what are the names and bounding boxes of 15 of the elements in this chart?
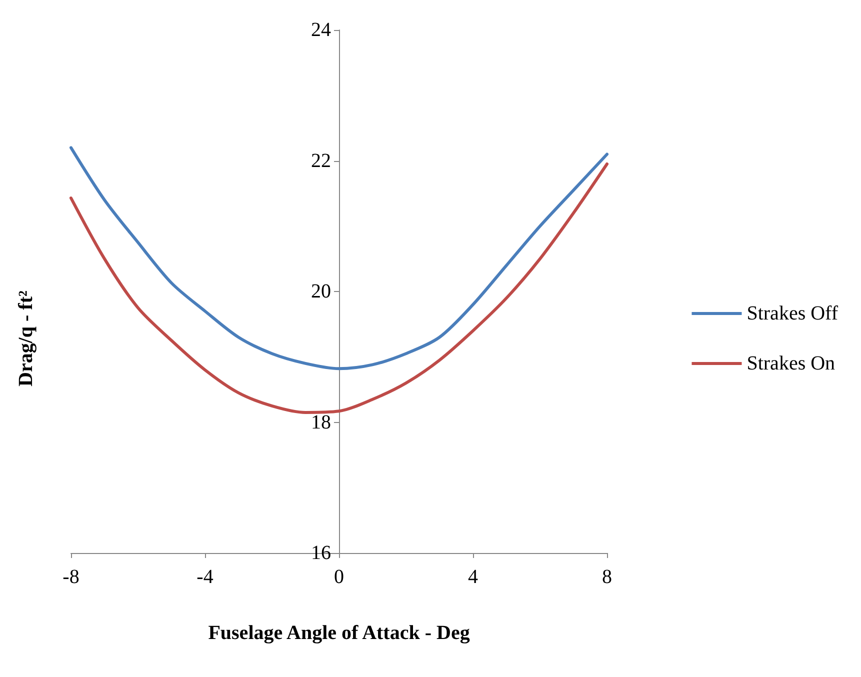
x-axis-title: Fuselage Angle of Attack - Deg [208, 622, 470, 644]
y-tick-label: 18 [311, 411, 331, 434]
x-tick-label: 0 [334, 566, 344, 588]
x-tick-label: -8 [62, 566, 80, 588]
y-tick-label: 22 [311, 150, 331, 172]
x-tick-label: 4 [468, 566, 478, 588]
x-tick-label: 8 [602, 566, 612, 588]
legend-label: Strakes On [746, 352, 836, 374]
legend-label: Strakes Off [746, 302, 838, 324]
y-tick-label: 24 [311, 19, 331, 41]
line-series [70, 146, 608, 370]
y-tick-label: 20 [311, 280, 331, 302]
y-tick-label: 16 [311, 542, 331, 564]
x-tick-label: -4 [196, 566, 214, 588]
y-axis-title: Drag/q - ft² [15, 290, 37, 386]
